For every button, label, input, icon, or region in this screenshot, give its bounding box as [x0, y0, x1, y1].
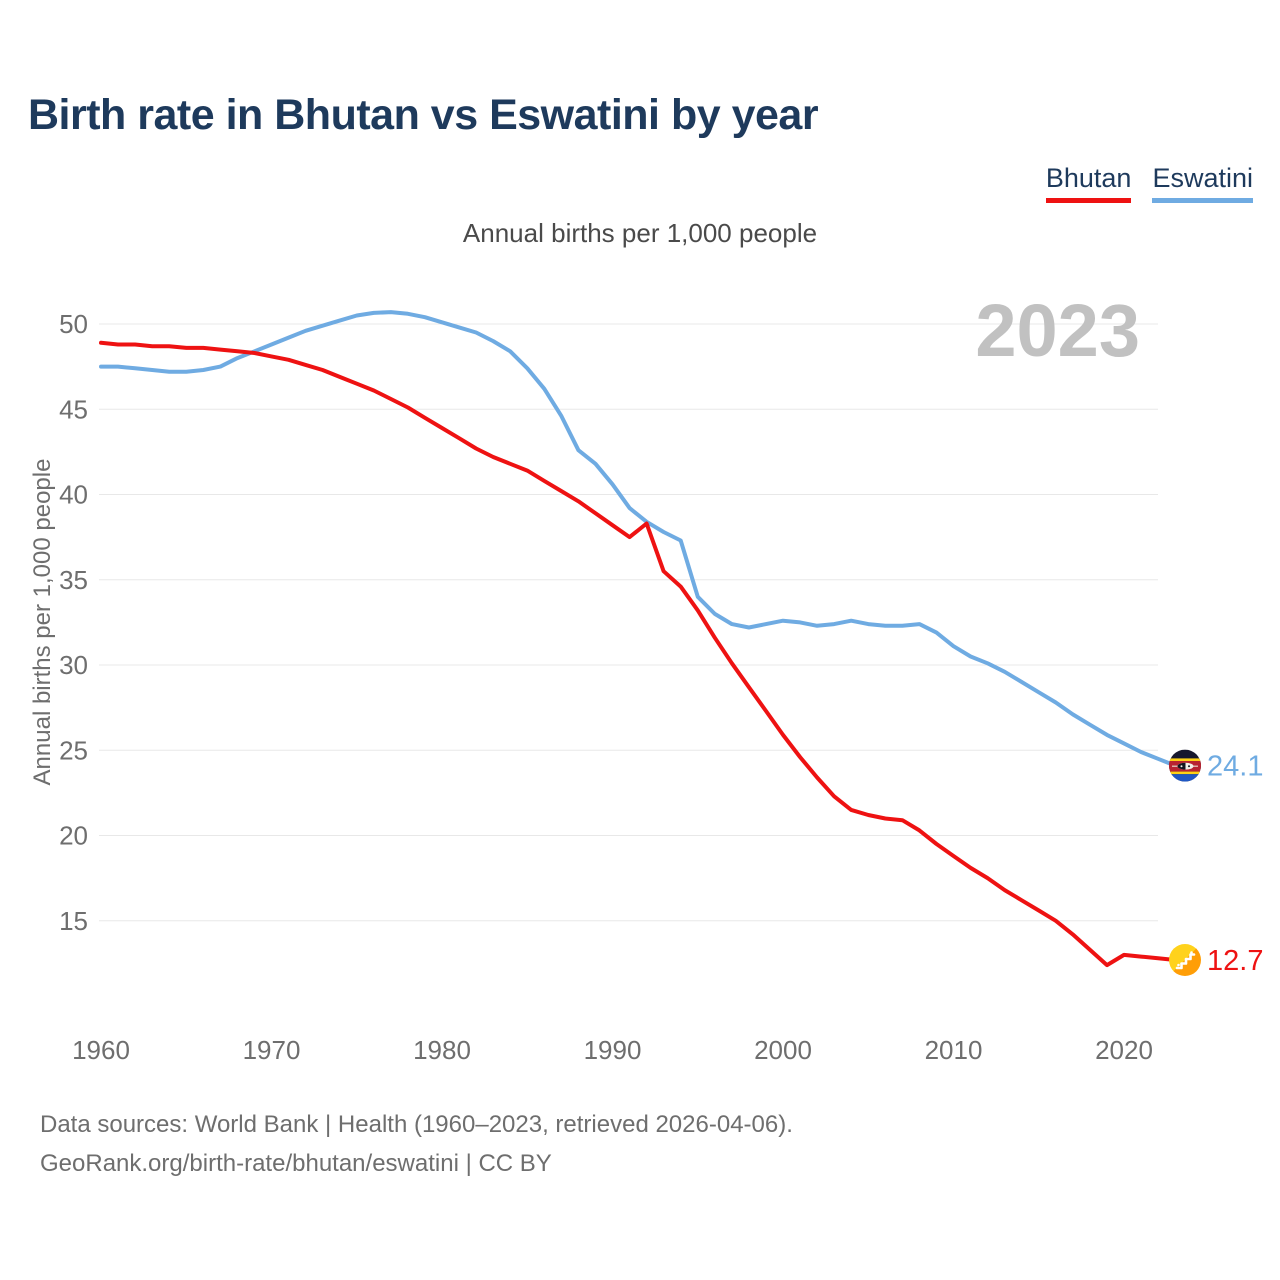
bhutan-flag-dragon	[1175, 953, 1196, 970]
end-value-bhutan: 12.7	[1207, 945, 1263, 977]
footer-link: GeoRank.org/birth-rate/bhutan/eswatini |…	[40, 1150, 552, 1177]
eswatini-flag-yellow-stripe-top	[1169, 758, 1201, 761]
legend: Bhutan Eswatini	[1045, 165, 1253, 203]
eswatini-flag-yellow-stripe-bottom	[1169, 771, 1201, 775]
gridlines	[99, 323, 1158, 922]
legend-item-eswatini[interactable]: Eswatini	[1152, 165, 1253, 203]
legend-item-bhutan[interactable]: Bhutan	[1045, 165, 1132, 203]
x-tick-label-2020: 2020	[1095, 1035, 1153, 1065]
y-tick-label-35: 35	[59, 565, 88, 595]
bhutan-flag-dragon-detail-2	[1190, 951, 1193, 954]
footer-sources: Data sources: World Bank | Health (1960–…	[40, 1111, 793, 1138]
footer: Data sources: World Bank | Health (1960–…	[40, 1105, 793, 1183]
x-axis-tick-labels: 1960 1970 1980 1990 2000 2010 2020	[72, 1035, 1153, 1065]
chart-subtitle: Annual births per 1,000 people	[462, 218, 818, 248]
x-tick-label-1980: 1980	[413, 1035, 471, 1065]
end-value-eswatini: 24.1	[1207, 751, 1263, 783]
x-tick-label-1970: 1970	[243, 1035, 301, 1065]
y-tick-label-40: 40	[59, 480, 88, 510]
y-tick-label-30: 30	[59, 650, 88, 680]
line-eswatini[interactable]	[99, 310, 1178, 768]
watermark-year: 2023	[975, 289, 1140, 372]
y-axis-tick-labels: 15 20 25 30 35 40 45 50	[59, 309, 88, 936]
eswatini-flag-shield-dot-white	[1180, 765, 1183, 768]
bhutan-flag-dragon-detail-1	[1177, 963, 1180, 967]
y-tick-label-50: 50	[59, 309, 88, 339]
x-tick-label-1960: 1960	[72, 1035, 130, 1065]
x-tick-label-2000: 2000	[754, 1035, 812, 1065]
y-tick-label-20: 20	[59, 821, 88, 851]
x-tick-label-2010: 2010	[925, 1035, 983, 1065]
y-tick-label-15: 15	[59, 906, 88, 936]
y-tick-label-45: 45	[59, 394, 88, 424]
eswatini-flag-blue-band	[1169, 774, 1201, 782]
eswatini-flag-icon	[1169, 749, 1201, 782]
y-axis-title: Annual births per 1,000 people	[29, 459, 56, 786]
line-bhutan[interactable]	[99, 340, 1178, 968]
y-tick-label-25: 25	[59, 735, 88, 765]
bhutan-flag-icon	[1169, 944, 1201, 976]
page-title: Birth rate in Bhutan vs Eswatini by year	[28, 91, 819, 139]
eswatini-flag-shield-dot-black	[1188, 765, 1190, 768]
x-tick-label-1990: 1990	[584, 1035, 642, 1065]
